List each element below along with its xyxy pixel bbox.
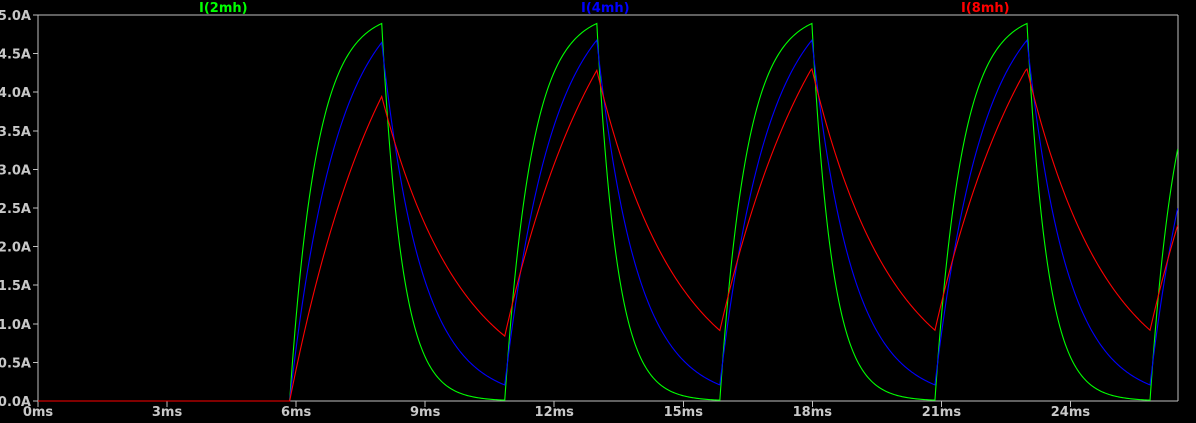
trace-lines[interactable] xyxy=(38,22,1179,402)
y-tick-label: 4.5A xyxy=(0,48,31,63)
legend-trace-4mh[interactable]: I(4mh) xyxy=(581,1,630,16)
y-tick-label: 5.0A xyxy=(0,9,31,24)
y-tick-label: 0.0A xyxy=(0,395,31,410)
x-axis-ticks xyxy=(37,401,1071,407)
x-axis-labels: 0ms 3ms 6ms 9ms 12ms 15ms 18ms 21ms 24ms xyxy=(23,405,1091,420)
x-tick-label: 3ms xyxy=(152,405,183,420)
y-tick-label: 1.5A xyxy=(0,279,31,294)
y-tick-label: 3.0A xyxy=(0,163,31,178)
x-tick-label: 18ms xyxy=(793,405,833,420)
y-axis-ticks xyxy=(33,14,38,402)
y-tick-label: 1.0A xyxy=(0,318,31,333)
trace-i2mh[interactable] xyxy=(38,22,1179,402)
x-tick-label: 15ms xyxy=(664,405,704,420)
y-tick-label: 4.0A xyxy=(0,86,31,101)
legend-trace-8mh[interactable]: I(8mh) xyxy=(961,1,1010,16)
legend-trace-2mh[interactable]: I(2mh) xyxy=(199,1,248,16)
x-tick-label: 9ms xyxy=(410,405,441,420)
x-tick-label: 24ms xyxy=(1051,405,1091,420)
x-tick-label: 12ms xyxy=(535,405,575,420)
x-tick-label: 21ms xyxy=(922,405,962,420)
y-tick-label: 2.0A xyxy=(0,241,31,256)
y-tick-label: 3.5A xyxy=(0,125,31,140)
legend[interactable]: I(2mh) I(4mh) I(8mh) xyxy=(199,1,1010,16)
trace-i8mh[interactable] xyxy=(38,67,1179,402)
trace-i4mh[interactable] xyxy=(38,38,1179,402)
x-tick-label: 0ms xyxy=(23,405,54,420)
y-tick-label: 0.5A xyxy=(0,356,31,371)
y-tick-label: 2.5A xyxy=(0,202,31,217)
y-axis-labels: 0.0A 0.5A 1.0A 1.5A 2.0A 2.5A 3.0A 3.5A 4.0A 4.5A… xyxy=(0,9,31,410)
x-tick-label: 6ms xyxy=(281,405,312,420)
